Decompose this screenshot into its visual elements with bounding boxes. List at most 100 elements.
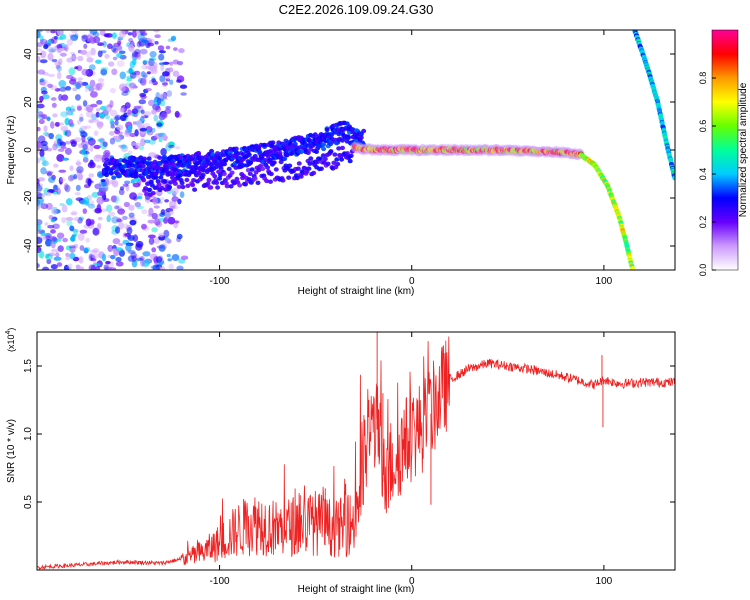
y-tick-label: 0.5	[23, 495, 34, 509]
noise-blob	[83, 125, 92, 129]
noise-blob	[101, 186, 109, 192]
noise-blob	[66, 57, 74, 63]
noise-blob	[39, 251, 45, 259]
noise-blob	[162, 71, 170, 77]
noise-blob	[41, 113, 48, 120]
spectral-point	[672, 176, 675, 181]
spectral-point	[335, 161, 341, 167]
noise-blob	[171, 205, 179, 210]
noise-blob	[154, 218, 161, 224]
noise-blob	[103, 264, 109, 270]
noise-blob	[45, 40, 53, 44]
noise-blob	[96, 203, 102, 212]
noise-blob	[127, 234, 135, 242]
noise-blob	[40, 229, 46, 237]
noise-blob	[58, 58, 63, 66]
spectral-point	[156, 182, 162, 187]
noise-blob	[47, 52, 54, 61]
noise-blob	[64, 147, 72, 155]
spectral-point	[141, 156, 147, 161]
noise-blob	[114, 114, 121, 121]
noise-blob	[147, 99, 156, 107]
noise-blob	[89, 79, 96, 88]
noise-blob	[158, 232, 165, 238]
spectral-point	[252, 176, 258, 181]
noise-blob	[72, 87, 78, 92]
noise-blob	[61, 157, 70, 161]
spectral-point	[143, 186, 149, 191]
noise-blob	[128, 67, 133, 74]
noise-blob	[97, 222, 102, 230]
spectral-point	[347, 158, 353, 164]
noise-blob	[119, 84, 126, 92]
noise-blob	[99, 105, 108, 111]
noise-blob	[158, 244, 166, 252]
noise-blob	[45, 30, 51, 34]
noise-blob	[53, 163, 59, 168]
spectral-point	[294, 175, 300, 181]
noise-blob	[151, 247, 157, 253]
noise-blob	[151, 109, 157, 115]
spectrogram-y-axis-label: Frequency (Hz)	[6, 116, 17, 185]
spectral-point	[344, 151, 350, 156]
noise-blob	[136, 195, 143, 200]
noise-blob	[45, 170, 54, 176]
noise-blob	[59, 52, 67, 57]
noise-blob	[82, 208, 88, 214]
spectral-point	[158, 175, 164, 180]
spectral-point	[180, 184, 186, 190]
noise-blob	[79, 113, 84, 121]
noise-blob	[135, 243, 143, 251]
noise-blob	[100, 66, 109, 71]
noise-blob	[58, 177, 63, 185]
noise-blob	[137, 192, 144, 197]
noise-blob	[105, 114, 110, 120]
noise-blob	[42, 131, 49, 136]
noise-blob	[96, 196, 104, 205]
spectral-point	[217, 176, 223, 181]
noise-blob	[56, 30, 63, 36]
noise-blob	[147, 234, 156, 239]
noise-blob	[172, 59, 179, 65]
noise-blob	[145, 87, 152, 92]
spectral-point	[162, 179, 168, 184]
noise-blob	[51, 58, 58, 63]
noise-blob	[45, 239, 52, 247]
noise-blob	[37, 223, 42, 231]
noise-blob	[96, 164, 102, 169]
noise-blob	[71, 210, 78, 215]
noise-blob	[119, 186, 125, 191]
noise-blob	[78, 216, 84, 221]
noise-blob	[52, 113, 58, 118]
noise-blob	[127, 109, 132, 115]
noise-blob	[85, 237, 90, 243]
noise-blob	[77, 77, 84, 81]
spectral-point	[150, 191, 156, 196]
noise-blob	[128, 37, 134, 43]
noise-blob	[147, 42, 155, 47]
noise-blob	[74, 66, 79, 70]
noise-blob	[50, 240, 55, 247]
noise-blob	[111, 45, 117, 53]
noise-blob	[39, 119, 45, 123]
noise-blob	[156, 97, 161, 106]
noise-blob	[37, 193, 46, 199]
noise-blob	[90, 264, 97, 270]
noise-blob	[118, 30, 126, 39]
noise-blob	[68, 67, 76, 76]
noise-blob	[136, 30, 141, 35]
noise-blob	[70, 235, 76, 242]
spectral-point	[248, 160, 253, 165]
noise-blob	[113, 116, 120, 121]
noise-blob	[131, 30, 138, 38]
noise-blob	[76, 105, 82, 111]
spectral-point	[140, 163, 146, 169]
noise-blob	[71, 53, 77, 62]
noise-blob	[148, 139, 156, 145]
noise-blob	[160, 266, 166, 270]
spectral-point	[145, 161, 151, 166]
noise-blob	[100, 178, 106, 183]
noise-blob	[63, 183, 69, 192]
noise-blob	[60, 125, 69, 132]
